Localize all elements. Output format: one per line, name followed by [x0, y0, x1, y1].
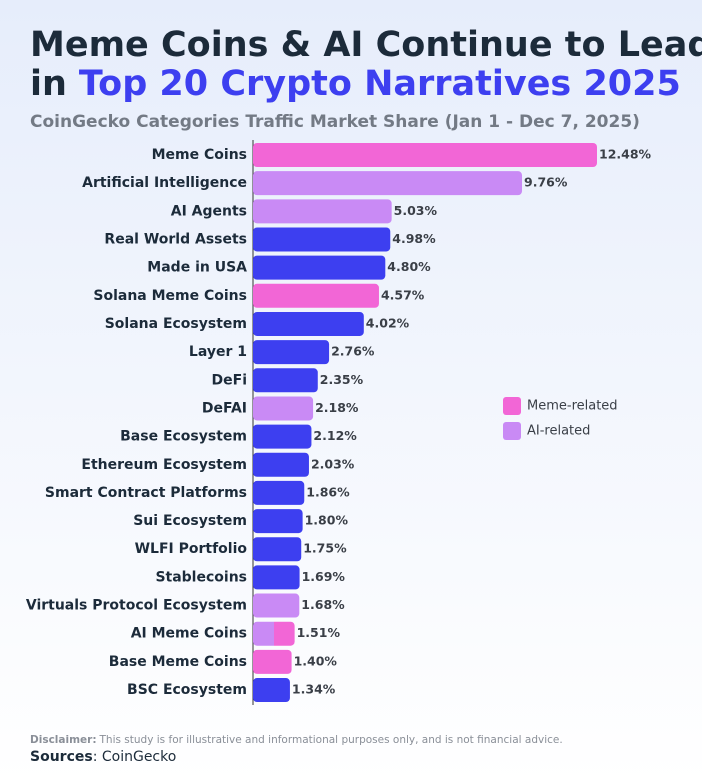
value-label: 1.86% — [306, 484, 350, 499]
value-label: 1.40% — [294, 653, 338, 668]
disclaimer: Disclaimer: This study is for illustrativ… — [30, 734, 563, 746]
bar — [253, 227, 391, 252]
value-label: 4.57% — [381, 287, 425, 302]
category-label: Smart Contract Platforms — [45, 485, 247, 501]
value-label: 9.76% — [524, 175, 568, 190]
category-label: Ethereum Ecosystem — [81, 457, 247, 473]
value-label: 4.98% — [392, 231, 436, 246]
bar — [253, 143, 597, 167]
title-prefix: in — [30, 64, 67, 104]
category-label: WLFI Portfolio — [135, 541, 248, 557]
value-label: 1.34% — [292, 682, 336, 697]
category-label: BSC Ecosystem — [127, 682, 247, 698]
value-label: 1.80% — [305, 513, 349, 528]
bar — [253, 678, 290, 703]
disclaimer-text: This study is for illustrative and infor… — [99, 734, 563, 746]
bar — [253, 649, 292, 674]
category-label: Made in USA — [147, 260, 247, 276]
bar — [253, 480, 305, 505]
value-label: 2.18% — [315, 400, 359, 415]
category-label: Base Ecosystem — [120, 429, 247, 445]
value-label: 5.03% — [394, 203, 438, 218]
category-label: AI Meme Coins — [131, 626, 247, 642]
category-label: Layer 1 — [189, 344, 247, 360]
bar — [253, 621, 295, 646]
sources-label: Sources — [30, 749, 93, 765]
category-label: DeFAI — [202, 400, 247, 416]
value-label: 4.80% — [387, 259, 431, 274]
category-label: Meme Coins — [152, 147, 247, 163]
bar — [253, 199, 392, 224]
value-label: 4.02% — [366, 315, 410, 330]
bar — [253, 311, 364, 336]
bar — [253, 452, 309, 477]
chart-title: in Top 20 Crypto Narratives 2025 — [30, 64, 681, 104]
sources-text: : CoinGecko — [93, 749, 177, 765]
value-label: 12.48% — [599, 147, 652, 162]
category-label: AI Agents — [171, 203, 247, 219]
legend-swatch — [503, 397, 521, 415]
bar — [253, 593, 300, 618]
category-label: Sui Ecosystem — [133, 513, 247, 529]
category-label: Solana Meme Coins — [93, 288, 247, 304]
bar — [253, 537, 302, 562]
disclaimer-label: Disclaimer: — [30, 734, 97, 746]
category-label: Artificial Intelligence — [82, 175, 247, 191]
bar — [253, 340, 330, 365]
value-label: 2.03% — [311, 456, 355, 471]
value-label: 2.12% — [313, 428, 357, 443]
value-label: 1.68% — [301, 597, 345, 612]
bar — [253, 171, 523, 196]
bar — [253, 565, 300, 590]
bar — [253, 424, 312, 449]
value-label: 2.76% — [331, 344, 375, 359]
value-label: 2.35% — [320, 372, 364, 387]
bar — [253, 368, 318, 393]
legend-swatch — [503, 422, 521, 440]
value-label: 1.75% — [303, 541, 347, 556]
bar — [253, 396, 314, 421]
category-label: Base Meme Coins — [109, 654, 247, 670]
bar — [253, 283, 379, 308]
category-label: Virtuals Protocol Ecosystem — [26, 598, 247, 614]
sources: Sources: CoinGecko — [30, 749, 176, 765]
category-label: Solana Ecosystem — [105, 316, 247, 332]
value-label: 1.69% — [302, 569, 346, 584]
legend-label: Meme-related — [527, 399, 618, 414]
title-highlight: Top 20 Crypto Narratives 2025 — [79, 64, 681, 104]
bar — [253, 509, 303, 534]
category-label: DeFi — [212, 372, 247, 388]
category-label: Real World Assets — [104, 231, 247, 247]
bar — [253, 255, 386, 280]
legend-label: AI-related — [527, 424, 590, 439]
category-label: Stablecoins — [155, 569, 247, 585]
chart-title: Meme Coins & AI Continue to Lead — [30, 25, 702, 65]
value-label: 1.51% — [297, 625, 341, 640]
chart-subtitle: CoinGecko Categories Traffic Market Shar… — [30, 112, 640, 132]
